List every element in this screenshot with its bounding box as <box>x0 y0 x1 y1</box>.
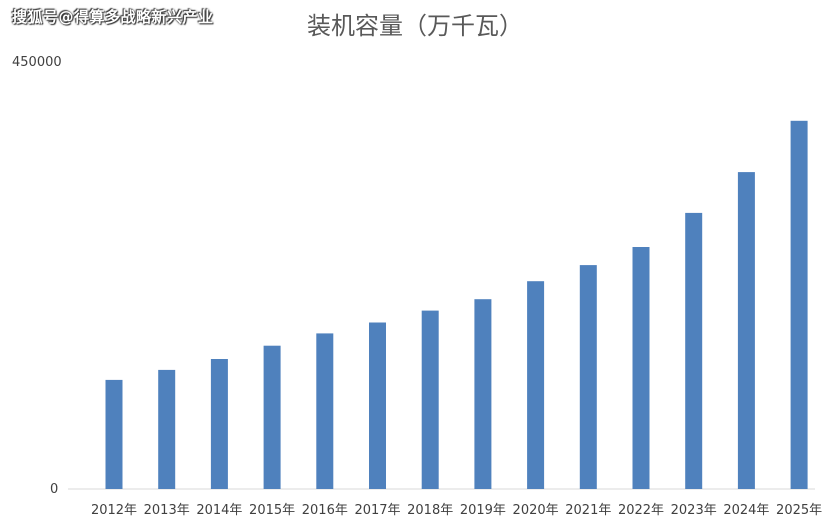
x-tick-label: 2025年 <box>776 503 822 518</box>
bar-2022年 <box>632 247 650 489</box>
bar-2021年 <box>579 265 597 489</box>
y-tick-max: 450000 <box>12 55 62 70</box>
bar-2024年 <box>737 172 755 489</box>
bar-2023年 <box>685 212 703 489</box>
bar-2012年 <box>105 379 123 489</box>
bar-2016年 <box>316 333 334 489</box>
y-tick-zero: 0 <box>50 482 58 497</box>
bar-2017年 <box>369 322 386 489</box>
x-tick-label: 2016年 <box>302 503 348 518</box>
bar-2015年 <box>263 345 281 489</box>
bars-group <box>105 120 808 490</box>
bar-2020年 <box>527 281 545 489</box>
x-tick-label: 2019年 <box>460 503 506 518</box>
x-tick-label: 2018年 <box>407 503 453 518</box>
x-tick-label: 2020年 <box>513 503 559 518</box>
x-tick-label: 2013年 <box>144 503 190 518</box>
category-labels-group: 2012年 2013年 2014年 2015年 2016年 2017年 2018年 2019年… <box>91 503 822 518</box>
x-tick-label: 2017年 <box>354 503 400 518</box>
x-tick-label: 2024年 <box>723 503 769 518</box>
bar-2014年 <box>210 359 228 489</box>
x-tick-label: 2021年 <box>565 503 611 518</box>
bar-2018年 <box>421 310 439 489</box>
bar-2013年 <box>158 369 176 489</box>
x-tick-label: 2022年 <box>618 503 664 518</box>
x-tick-label: 2023年 <box>671 503 717 518</box>
x-tick-label: 2012年 <box>91 503 137 518</box>
bar-2025年 <box>790 120 808 490</box>
bar-2019年 <box>474 299 492 489</box>
x-tick-label: 2014年 <box>196 503 242 518</box>
x-tick-label: 2015年 <box>249 503 295 518</box>
watermark: 搜狐号@得算多战略新兴产业 <box>12 8 214 26</box>
chart-title: 装机容量（万千瓦） <box>307 12 523 40</box>
